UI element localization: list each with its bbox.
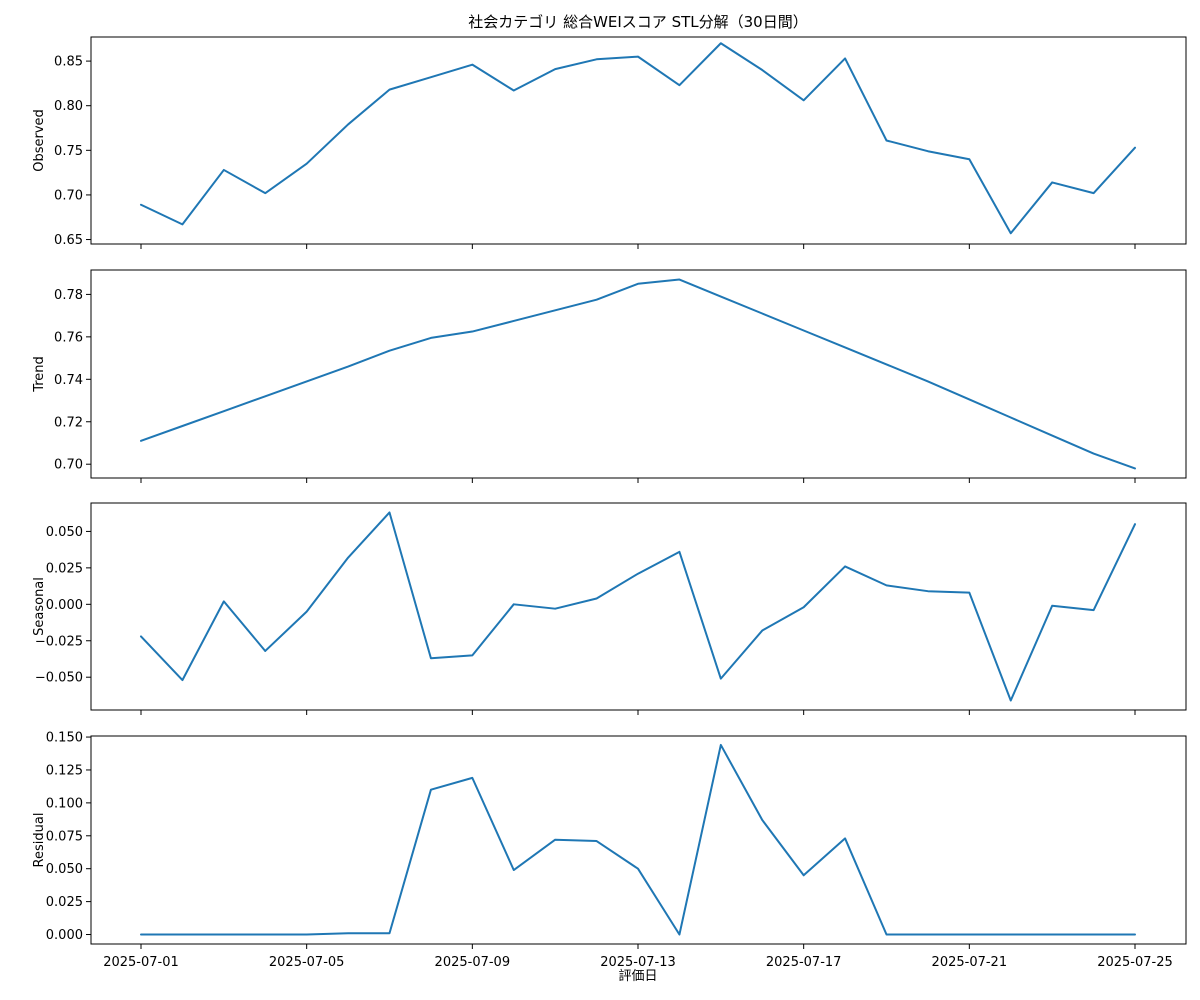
y-axis-label-seasonal: Seasonal	[32, 577, 47, 636]
y-tick-label-observed: 0.80	[54, 99, 83, 114]
series-line-trend	[140, 278, 1136, 470]
y-tick-label-residual: 0.000	[46, 928, 83, 943]
x-tick-label: 2025-07-13	[600, 955, 676, 970]
series-line-observed	[140, 42, 1136, 235]
y-tick-label-residual: 0.075	[46, 829, 83, 844]
y-tick-label-trend: 0.72	[54, 415, 83, 430]
x-tick-label: 2025-07-05	[269, 955, 345, 970]
x-tick-label: 2025-07-25	[1097, 955, 1173, 970]
y-axis-label-observed: Observed	[32, 109, 47, 172]
x-tick-label: 2025-07-21	[932, 955, 1008, 970]
y-tick-label-residual: 0.150	[46, 731, 83, 746]
y-tick-label-residual: 0.100	[46, 796, 83, 811]
y-tick-label-trend: 0.70	[54, 458, 83, 473]
y-tick-label-observed: 0.85	[54, 55, 83, 70]
y-tick-label-trend: 0.76	[54, 330, 83, 345]
panel-seasonal: −0.050 −0.025 0.000 0.025 0.050 Seasonal	[32, 502, 1187, 715]
y-tick-label-observed: 0.65	[54, 233, 83, 248]
y-tick-label-seasonal: −0.050	[35, 671, 83, 686]
axes-frame-residual	[90, 735, 1187, 945]
chart-title: 社会カテゴリ 総合WEIスコア STL分解（30日間）	[468, 13, 807, 31]
y-tick-label-seasonal: −0.025	[35, 634, 83, 649]
y-tick-label-residual: 0.125	[46, 763, 83, 778]
x-tick-label: 2025-07-01	[103, 955, 179, 970]
y-tick-label-observed: 0.70	[54, 188, 83, 203]
y-axis-label-trend: Trend	[32, 356, 47, 393]
y-tick-label-observed: 0.75	[54, 144, 83, 159]
panel-residual: 0.000 0.025 0.050 0.075 0.100 0.125 0.150 Resid…	[32, 731, 1187, 970]
y-tick-label-residual: 0.050	[46, 862, 83, 877]
y-tick-label-seasonal: 0.025	[46, 561, 83, 576]
axes-frame-seasonal	[90, 502, 1187, 711]
axes-frame-trend	[90, 269, 1187, 479]
panel-trend: 0.70 0.72 0.74 0.76 0.78 Trend	[32, 269, 1187, 483]
y-axis-label-residual: Residual	[32, 813, 47, 868]
y-tick-label-residual: 0.025	[46, 895, 83, 910]
axes-frame-observed	[90, 36, 1187, 245]
y-tick-label-trend: 0.78	[54, 288, 83, 303]
panel-observed: 0.65 0.70 0.75 0.80 0.85 Observed	[32, 36, 1187, 249]
y-tick-label-seasonal: 0.050	[46, 525, 83, 540]
series-line-residual	[140, 743, 1136, 936]
y-tick-label-trend: 0.74	[54, 373, 83, 388]
y-tick-label-seasonal: 0.000	[46, 598, 83, 613]
x-tick-label: 2025-07-17	[766, 955, 842, 970]
series-line-seasonal	[140, 511, 1136, 702]
x-axis-label: 評価日	[618, 969, 657, 984]
panels: 0.65 0.70 0.75 0.80 0.85 Observed 0.70 0.72 0.74…	[32, 36, 1187, 970]
x-tick-label: 2025-07-09	[435, 955, 511, 970]
